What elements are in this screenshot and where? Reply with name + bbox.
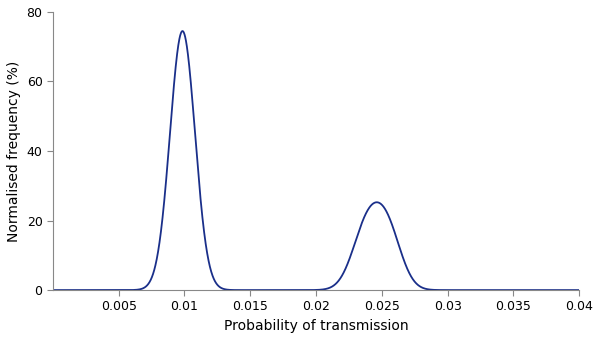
- Y-axis label: Normalised frequency (%): Normalised frequency (%): [7, 61, 21, 242]
- X-axis label: Probability of transmission: Probability of transmission: [224, 319, 409, 333]
